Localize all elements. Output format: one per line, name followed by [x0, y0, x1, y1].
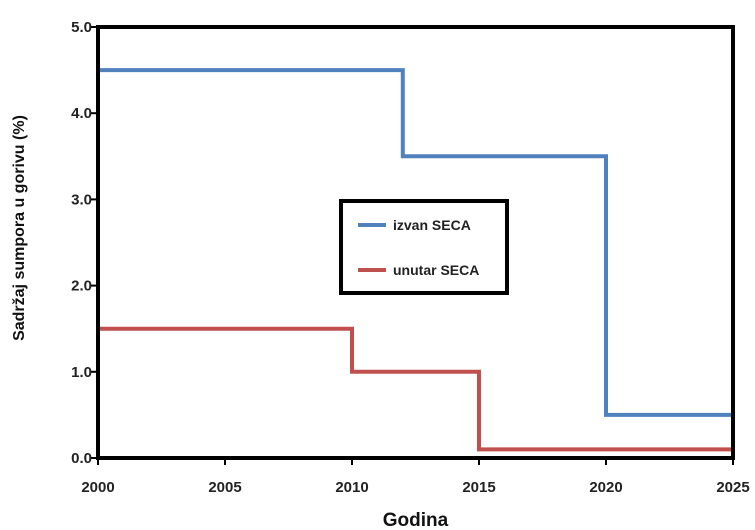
ticks-layer: 2000 2005 2010 2015 2020 2025 0.0 1.0 2.0 3.0 4.0 5…	[71, 19, 750, 496]
legend-box	[339, 199, 509, 295]
y-tick-label: 1.0	[71, 364, 92, 381]
x-tick-label: 2005	[208, 479, 241, 496]
x-axis-title: Godina	[383, 510, 449, 530]
y-axis-title: Sadržaj sumpora u gorivu (%)	[11, 115, 28, 341]
legend-label-1: izvan SECA	[393, 217, 471, 233]
x-tick-label: 2000	[81, 479, 114, 496]
x-tick-label: 2010	[335, 479, 368, 496]
plot-frame	[96, 25, 735, 460]
series-layer	[98, 68, 733, 452]
x-tick-label: 2025	[716, 479, 749, 496]
y-tick-label: 3.0	[71, 191, 92, 208]
y-tick-label: 5.0	[71, 19, 92, 36]
y-tick-label: 0.0	[71, 450, 92, 467]
x-tick-label: 2015	[462, 479, 495, 496]
x-tick-label: 2020	[589, 479, 622, 496]
y-tick-label: 4.0	[71, 105, 92, 122]
legend-label-2: unutar SECA	[393, 262, 479, 278]
series-line-2	[98, 326, 733, 452]
series-line-1	[98, 68, 733, 417]
legend: izvan SECA unutar SECA	[339, 199, 509, 295]
y-tick-label: 2.0	[71, 278, 92, 295]
